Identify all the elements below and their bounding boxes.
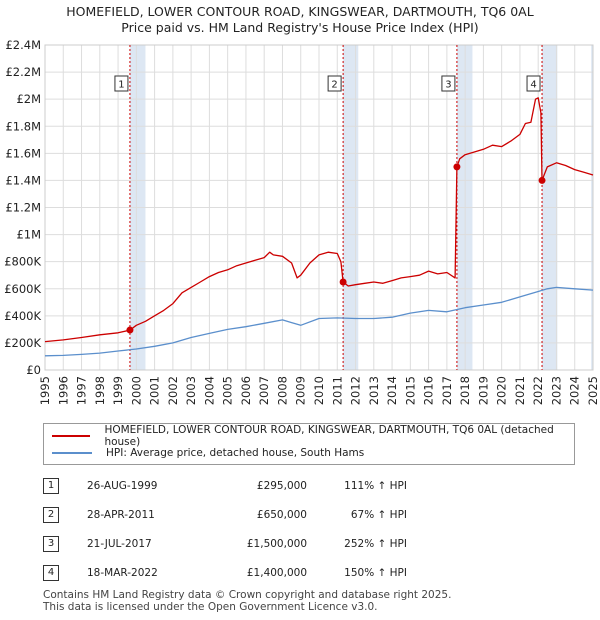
sale-number-label: 3 xyxy=(445,80,451,91)
sale-price: £295,000 xyxy=(256,479,307,492)
sale-point xyxy=(339,278,347,286)
x-tick-label: 2020 xyxy=(495,376,509,405)
y-tick-label: £1.4M xyxy=(5,173,41,187)
x-tick-label: 2017 xyxy=(440,376,454,405)
sale-marker-label: 2 xyxy=(43,506,59,523)
chart-title: HOMEFIELD, LOWER CONTOUR ROAD, KINGSWEAR… xyxy=(66,4,534,19)
x-tick-label: 2011 xyxy=(330,376,344,405)
y-tick-label: £800K xyxy=(4,255,41,269)
x-tick-label: 2010 xyxy=(312,376,326,405)
attribution-line-1: Contains HM Land Registry data © Crown c… xyxy=(43,589,452,601)
x-tick-label: 2023 xyxy=(549,376,563,405)
legend-label-hpi: HPI: Average price, detached house, Sout… xyxy=(106,447,365,459)
x-tick-label: 2015 xyxy=(403,376,417,405)
sales-table: 1 26-AUG-1999 £295,000 111% ↑ HPI 2 28-A… xyxy=(43,471,407,587)
table-row: 1 26-AUG-1999 £295,000 111% ↑ HPI xyxy=(43,471,407,500)
x-tick-label: 2021 xyxy=(513,376,527,405)
legend-item-hpi: HPI: Average price, detached house, Sout… xyxy=(52,445,364,461)
sale-point xyxy=(453,163,461,171)
y-tick-label: £1.8M xyxy=(5,119,41,133)
chart-subtitle: Price paid vs. HM Land Registry's House … xyxy=(121,20,479,35)
attribution-footer: Contains HM Land Registry data © Crown c… xyxy=(43,589,451,613)
y-tick-label: £2.2M xyxy=(5,65,41,79)
chart-legend: HOMEFIELD, LOWER CONTOUR ROAD, KINGSWEAR… xyxy=(43,423,575,465)
sale-date: 28-APR-2011 xyxy=(87,508,155,521)
series-hpi-line xyxy=(44,286,594,357)
x-tick-label: 2009 xyxy=(294,376,308,405)
y-tick-label: £400K xyxy=(4,309,41,323)
x-tick-label: 2003 xyxy=(184,376,198,405)
y-tick-label: £1.2M xyxy=(5,201,41,215)
sale-number-label: 4 xyxy=(530,80,536,91)
x-tick-label: 2025 xyxy=(586,376,600,405)
y-tick-label: £1M xyxy=(16,228,41,242)
sale-point xyxy=(538,176,546,184)
legend-swatch-hpi xyxy=(52,452,92,454)
x-tick-label: 2016 xyxy=(422,376,436,405)
sale-marker-label: 3 xyxy=(43,535,59,552)
legend-label-property: HOMEFIELD, LOWER CONTOUR ROAD, KINGSWEAR… xyxy=(104,424,554,448)
x-tick-label: 1995 xyxy=(38,376,52,405)
x-tick-label: 2012 xyxy=(349,376,363,405)
sale-hpi-change: 111% ↑ HPI xyxy=(344,479,407,492)
y-tick-label: £1.6M xyxy=(5,146,41,160)
x-tick-label: 2013 xyxy=(367,376,381,405)
x-tick-label: 1996 xyxy=(56,376,70,405)
sale-number-box xyxy=(114,75,129,92)
x-tick-label: 2019 xyxy=(476,376,490,405)
sale-marker-label: 4 xyxy=(43,564,59,581)
table-row: 4 18-MAR-2022 £1,400,000 150% ↑ HPI xyxy=(43,558,407,587)
sale-number-label: 2 xyxy=(331,80,337,91)
legend-swatch-property xyxy=(52,435,91,437)
y-tick-label: £600K xyxy=(4,282,41,296)
sale-number-box xyxy=(441,75,456,92)
x-tick-label: 2006 xyxy=(239,376,253,405)
x-tick-label: 2008 xyxy=(275,376,289,405)
x-tick-label: 2004 xyxy=(202,376,216,405)
x-tick-label: 1999 xyxy=(111,376,125,405)
sale-hpi-change: 67% ↑ HPI xyxy=(350,508,407,521)
x-tick-label: 2022 xyxy=(531,376,545,405)
y-tick-label: £2.4M xyxy=(5,38,41,52)
legend-item-property: HOMEFIELD, LOWER CONTOUR ROAD, KINGSWEAR… xyxy=(52,424,574,448)
attribution-line-2: This data is licensed under the Open Gov… xyxy=(43,601,378,613)
y-tick-label: £200K xyxy=(4,336,41,350)
sale-price: £1,400,000 xyxy=(246,566,307,579)
x-tick-label: 2000 xyxy=(129,376,143,405)
table-row: 3 21-JUL-2017 £1,500,000 252% ↑ HPI xyxy=(43,529,407,558)
sale-price: £1,500,000 xyxy=(246,537,307,550)
sale-hpi-change: 252% ↑ HPI xyxy=(344,537,407,550)
sale-date: 18-MAR-2022 xyxy=(87,566,158,579)
plot-frame xyxy=(44,44,594,371)
sale-hpi-change: 150% ↑ HPI xyxy=(344,566,407,579)
sale-number-box xyxy=(327,75,342,92)
sale-date: 26-AUG-1999 xyxy=(87,479,158,492)
sale-point xyxy=(126,326,134,334)
price-chart: £0 £200K £400K £600K £800K £1M £1.2M £1.4M £1.6M… xyxy=(4,38,600,405)
x-tick-label: 2024 xyxy=(568,376,582,405)
x-tick-label: 1997 xyxy=(75,376,89,405)
sale-date: 21-JUL-2017 xyxy=(87,537,152,550)
x-tick-label: 2001 xyxy=(148,376,162,405)
sale-marker-label: 1 xyxy=(43,477,59,494)
y-tick-label: £2M xyxy=(16,92,41,106)
sale-number-label: 1 xyxy=(118,80,124,91)
x-tick-label: 2018 xyxy=(458,376,472,405)
x-tick-label: 1998 xyxy=(93,376,107,405)
y-tick-label: £0 xyxy=(26,363,41,377)
x-tick-label: 2002 xyxy=(166,376,180,405)
sale-number-box xyxy=(526,75,541,92)
series-property-line xyxy=(44,97,594,343)
table-row: 2 28-APR-2011 £650,000 67% ↑ HPI xyxy=(43,500,407,529)
sale-price: £650,000 xyxy=(256,508,307,521)
x-tick-label: 2014 xyxy=(385,376,399,405)
x-tick-label: 2005 xyxy=(221,376,235,405)
x-tick-label: 2007 xyxy=(257,376,271,405)
